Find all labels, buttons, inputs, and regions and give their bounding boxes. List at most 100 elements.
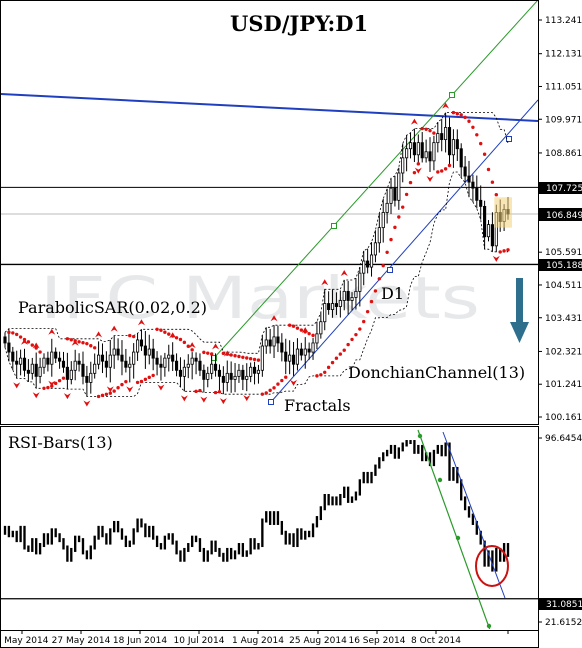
candle-body (159, 363, 163, 368)
candle-body (225, 372, 229, 383)
sar-dot (424, 127, 428, 131)
rsi-bar (452, 467, 455, 481)
sar-dot (108, 391, 112, 395)
sar-dot (256, 358, 261, 362)
y-tick-label: 109.971 (545, 115, 582, 125)
candle-body (299, 348, 303, 356)
rsi-bar (70, 547, 73, 562)
candle-body (327, 303, 331, 310)
rsi-bar (366, 471, 369, 484)
candle-body (330, 303, 335, 310)
candle-body (46, 357, 50, 365)
candle-body (34, 363, 38, 377)
candle-body (444, 127, 448, 141)
price-plot-area (1, 1, 538, 407)
y-tick-label: 113.241 (545, 16, 582, 26)
rsi-bar (448, 442, 451, 481)
y-tick-label: 111.051 (545, 82, 582, 92)
candle-body (373, 242, 377, 256)
rsi-bar (280, 520, 284, 535)
sar-dot (112, 389, 116, 393)
support-trendline (270, 99, 538, 403)
candle-body (447, 127, 452, 156)
rsi-bar (413, 440, 416, 454)
rsi-bar (385, 449, 389, 457)
sar-dot (252, 357, 257, 362)
rsi-bar (136, 518, 139, 533)
candle-body (288, 354, 292, 362)
candle-body (128, 363, 132, 368)
sar-dot (7, 330, 11, 335)
rsi-bar (401, 442, 404, 452)
chart-title: USD/JPY:D1 (230, 11, 368, 36)
candle-body (210, 363, 214, 374)
candle-body (104, 360, 108, 368)
candle-body (362, 260, 366, 274)
candle-body (432, 142, 436, 162)
candle-body (182, 366, 186, 377)
rsi-bar (148, 525, 151, 538)
rsi-bar (15, 530, 18, 543)
sar-dot (26, 340, 31, 344)
rsi-bar (54, 528, 57, 538)
x-tick-label: 18 Jun 2014 (113, 636, 167, 646)
annotation-fractals: Fractals (284, 396, 351, 415)
rsi-bar (113, 520, 116, 533)
sar-dot (354, 332, 358, 337)
y-tick-label: 101.241 (545, 380, 582, 390)
sar-dot (34, 346, 38, 350)
sar-dot (194, 389, 198, 394)
fractal-up-marker (95, 331, 103, 338)
sar-dot (69, 338, 73, 342)
rsi-bar (350, 496, 354, 503)
rsi-bar (89, 545, 92, 560)
sar-dot (174, 336, 179, 340)
sar-dot (139, 379, 144, 384)
sar-dot (159, 328, 163, 332)
sar-dot (408, 180, 413, 185)
sar-dot (443, 167, 448, 171)
rsi-bar (343, 486, 346, 498)
sar-dot (506, 248, 510, 252)
rsi-bar (378, 457, 381, 469)
candle-body (11, 351, 15, 362)
rsi-bar (23, 525, 26, 550)
sar-dot (124, 379, 128, 384)
fractal-up-marker (270, 315, 278, 322)
candle-body (479, 199, 483, 207)
rsi-bar (7, 525, 11, 538)
candle-body (315, 333, 319, 344)
rsi-bar (140, 518, 143, 528)
rsi-level-box (539, 598, 582, 610)
rsi-panel-frame (0, 426, 539, 631)
candle-body (405, 148, 409, 159)
candle-body (151, 348, 155, 359)
candle-body (260, 345, 264, 371)
sar-dot (362, 319, 366, 324)
sar-dot (369, 299, 374, 304)
candle-body (61, 360, 66, 368)
rsi-blue-trendline (442, 431, 506, 599)
candle-body (440, 133, 444, 141)
rsi-bar (436, 444, 439, 454)
sar-dot (350, 337, 354, 342)
sar-dot (381, 263, 385, 268)
rsi-bar (432, 449, 436, 467)
candle-body (369, 254, 374, 268)
candle-body (198, 360, 202, 371)
sar-dot (186, 344, 190, 348)
sar-dot (334, 356, 339, 360)
rsi-bar (190, 535, 194, 548)
candle-body (73, 360, 77, 371)
sar-dot (397, 215, 401, 219)
sar-dot (38, 350, 42, 354)
rsi-bar (307, 530, 311, 538)
rsi-bar (93, 535, 96, 550)
sar-dot (151, 373, 155, 378)
candle-body (412, 142, 416, 156)
sar-dot (237, 354, 241, 359)
rsi-bar (397, 447, 400, 459)
sar-dot (401, 205, 405, 209)
sar-dot (338, 352, 343, 356)
trendline-anchor (387, 267, 393, 273)
